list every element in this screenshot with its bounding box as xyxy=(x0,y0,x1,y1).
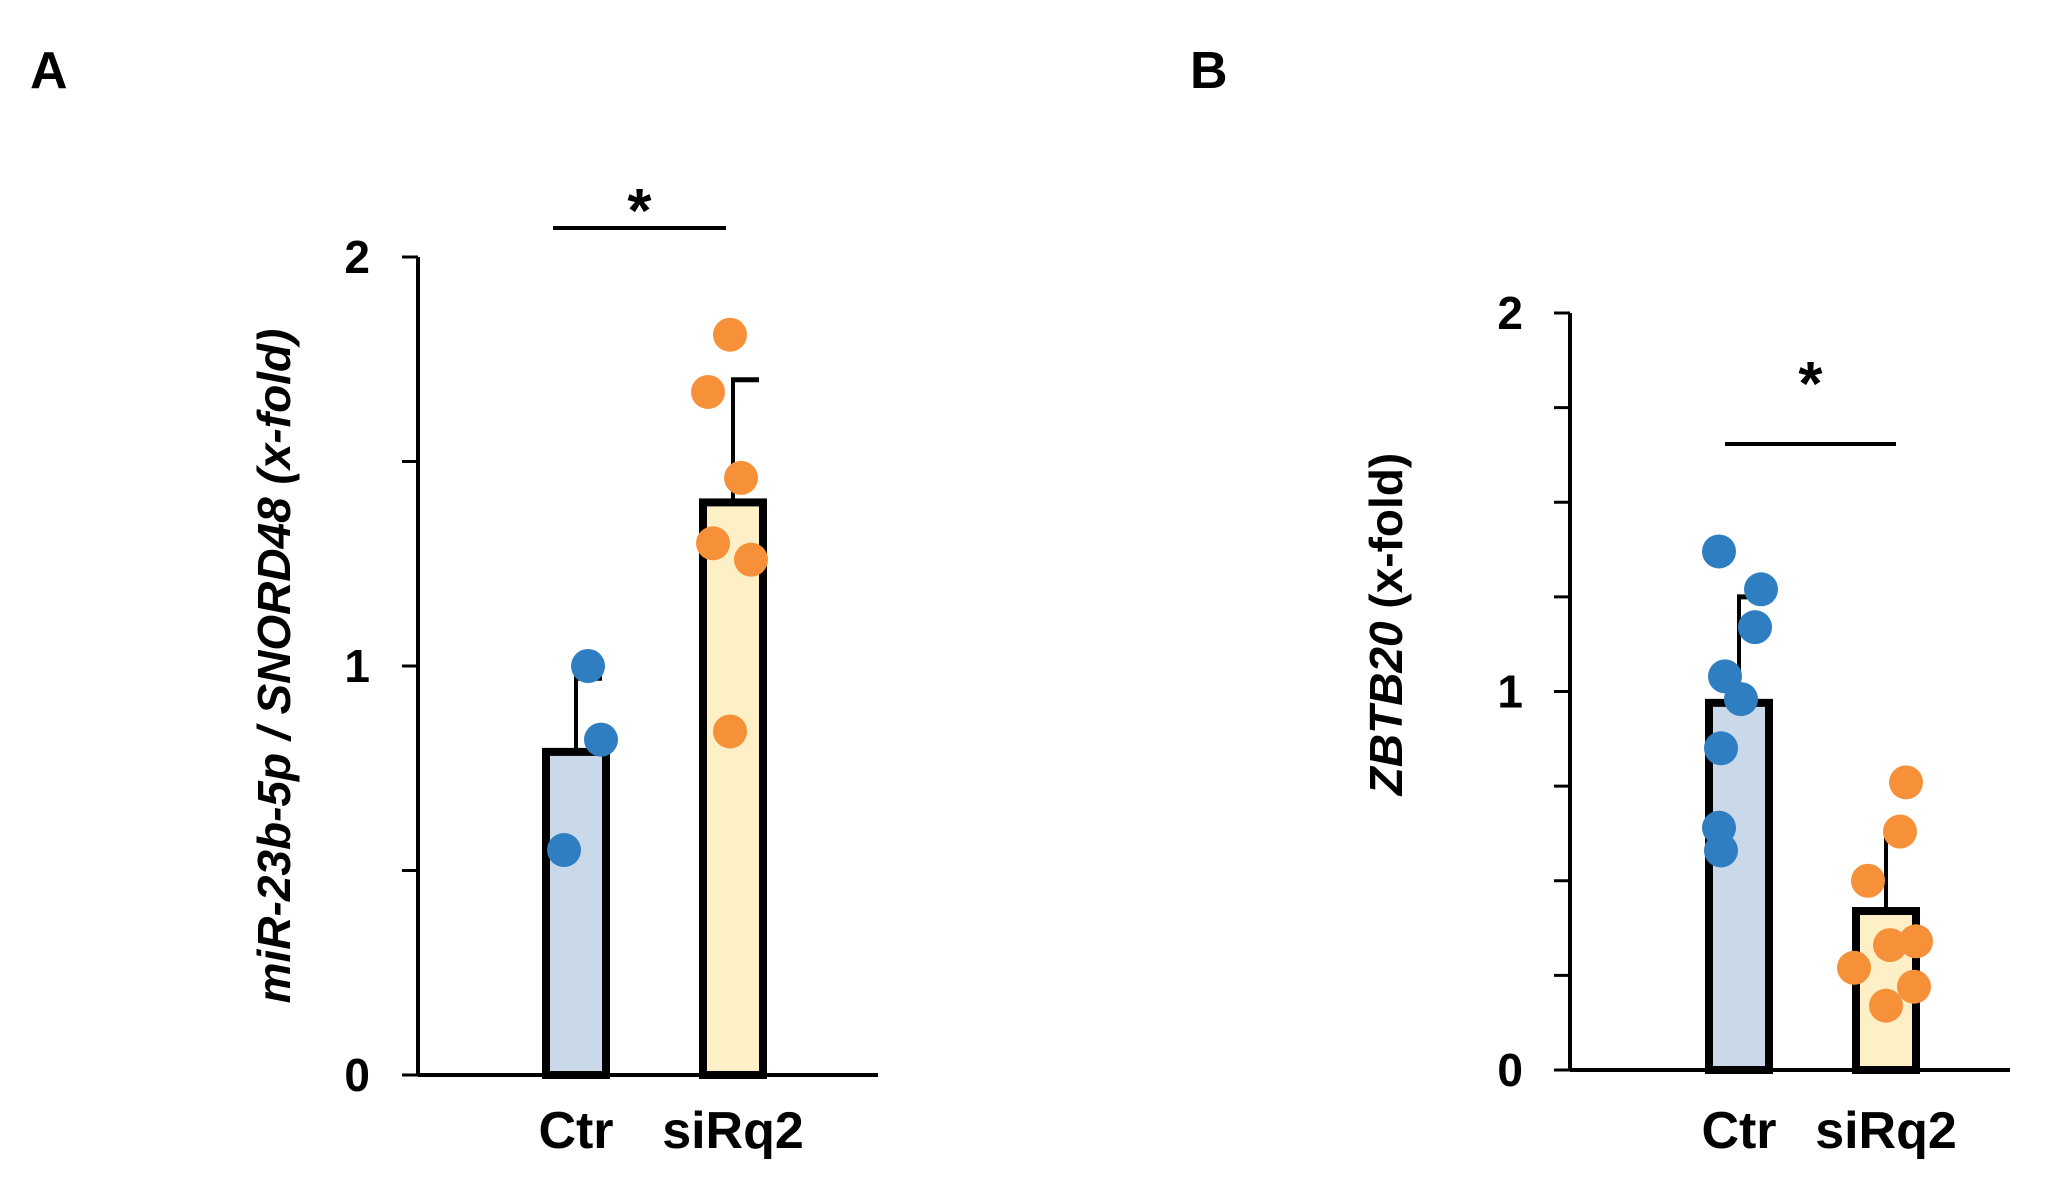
data-point xyxy=(1724,682,1758,717)
significance-star: * xyxy=(1798,350,1823,419)
panel-b: B 0 1 2 Ctr siRq2 * ZBTB20 (x-fold) xyxy=(1190,42,2010,1160)
data-point xyxy=(1837,950,1871,985)
data-point xyxy=(1744,572,1778,607)
y-axis-label-part: / xyxy=(248,715,300,753)
bar-sirq2 xyxy=(699,498,767,1079)
data-point xyxy=(724,460,758,495)
bar-ctr xyxy=(542,747,610,1079)
data-point xyxy=(1899,924,1933,959)
category-label: siRq2 xyxy=(1815,1102,1957,1160)
category-label: siRq2 xyxy=(662,1102,804,1160)
panel-a: A 0 1 2 Ctr siRq2 * miR-23b-5p / SNORD48 (x-fol… xyxy=(30,42,878,1160)
data-point xyxy=(1889,765,1923,800)
data-point xyxy=(1851,863,1885,898)
data-point xyxy=(713,317,747,352)
data-point xyxy=(691,374,725,409)
y-tick-label: 2 xyxy=(1497,287,1523,339)
y-tick-label: 0 xyxy=(344,1049,370,1101)
data-point xyxy=(1883,814,1917,849)
y-tick-label: 2 xyxy=(344,231,370,283)
panel-label: A xyxy=(30,42,68,100)
data-point xyxy=(1873,928,1907,963)
significance-star: * xyxy=(627,177,652,246)
data-point xyxy=(1704,731,1738,766)
y-axis-label-part: (x-fold) xyxy=(1360,453,1412,622)
category-label: Ctr xyxy=(538,1102,613,1160)
panel-label: B xyxy=(1190,42,1228,100)
y-axis-label-part: SNORD48 xyxy=(248,497,300,715)
data-point xyxy=(734,542,768,577)
y-axis-label: miR-23b-5p / SNORD48 (x-fold) xyxy=(248,329,300,1004)
y-axis-label-part: miR-23b-5p xyxy=(248,753,300,1003)
data-point xyxy=(1738,610,1772,645)
y-tick-label: 0 xyxy=(1497,1044,1523,1096)
y-tick-label: 1 xyxy=(1497,666,1523,718)
data-point xyxy=(696,526,730,561)
y-axis-label-part: ZBTB20 xyxy=(1360,621,1412,797)
data-point xyxy=(713,714,747,749)
data-point xyxy=(1702,534,1736,569)
data-point xyxy=(547,833,581,868)
data-point xyxy=(1897,969,1931,1004)
y-axis-label: ZBTB20 (x-fold) xyxy=(1360,453,1412,797)
data-point xyxy=(584,722,618,757)
y-axis-label-part: (x-fold) xyxy=(248,329,300,498)
category-label: Ctr xyxy=(1701,1102,1776,1160)
data-point xyxy=(571,649,605,683)
data-point xyxy=(1704,833,1738,868)
y-tick-label: 1 xyxy=(344,640,370,692)
data-point xyxy=(1869,988,1903,1023)
